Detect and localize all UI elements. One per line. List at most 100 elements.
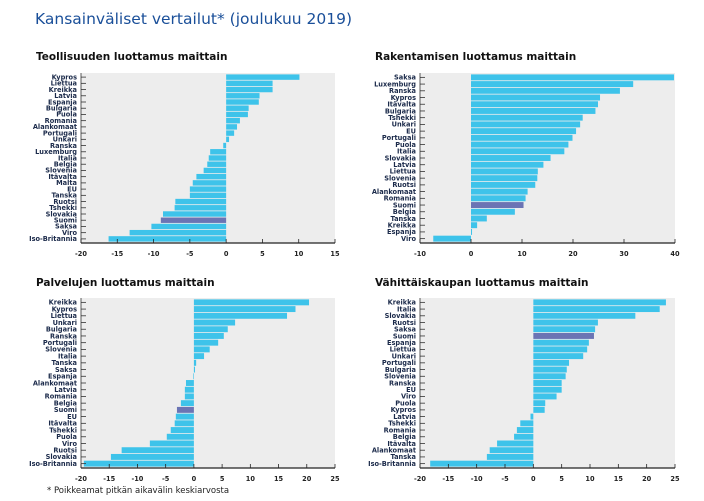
bar-belgia: [180, 400, 194, 407]
bar-puola: [471, 141, 569, 148]
bar-bulgaria: [193, 326, 228, 333]
bar-kypros: [193, 306, 296, 313]
category-label: Kreikka: [49, 299, 77, 307]
bar-romania: [516, 427, 534, 433]
category-label: Luxemburg: [374, 80, 416, 88]
category-label: Puola: [395, 399, 416, 407]
category-label: Itävalta: [387, 440, 416, 448]
x-tick-label: 5: [559, 475, 564, 483]
category-label: Belgia: [54, 399, 77, 407]
x-tick-label: -20: [414, 475, 426, 483]
bar-slovenia: [203, 167, 227, 174]
x-tick-label: -5: [162, 475, 170, 483]
bar-puola: [226, 111, 248, 118]
bar-saksa: [533, 326, 596, 333]
category-label: Kreikka: [49, 86, 77, 94]
bar-espanja: [471, 228, 473, 235]
category-label: Alankomaat: [33, 379, 77, 387]
category-label: Viro: [62, 229, 77, 237]
category-label: Unkari: [392, 352, 416, 360]
x-tick-label: -10: [148, 250, 160, 258]
category-label: Tshekki: [49, 426, 77, 434]
bar-ranska: [193, 333, 224, 339]
bar-eu: [189, 186, 227, 192]
category-label: Italia: [397, 305, 416, 313]
category-label: Romania: [45, 117, 77, 125]
bar-tanska: [193, 359, 197, 366]
bar-kypros: [226, 74, 300, 80]
chart-title: Rakentamisen luottamus maittain: [375, 51, 576, 63]
category-label: Alankomaat: [372, 188, 416, 196]
bar-suomi: [160, 217, 227, 223]
category-label: Puola: [56, 111, 77, 119]
category-label: Alankomaat: [372, 447, 416, 455]
bar-viro: [533, 393, 557, 400]
category-label: Tanska: [51, 359, 77, 367]
bar-portugali: [226, 130, 235, 136]
bar-eu: [175, 413, 194, 420]
bar-eu: [471, 128, 577, 135]
category-label: Slovenia: [384, 373, 416, 381]
category-label: Slovenia: [45, 346, 77, 354]
bar-espanja: [193, 373, 194, 380]
category-label: Viro: [401, 393, 416, 401]
category-label: Slovenia: [45, 167, 77, 175]
category-label: EU: [406, 127, 416, 135]
category-label: Italia: [397, 148, 416, 156]
category-label: Bulgaria: [385, 366, 416, 374]
x-tick-label: 20: [302, 475, 312, 483]
x-tick-label: -15: [442, 475, 454, 483]
category-label: Ranska: [389, 379, 416, 387]
category-label: Ranska: [50, 332, 77, 340]
bar-ruotsi: [175, 198, 227, 205]
category-label: Puola: [56, 433, 77, 441]
bar-tshekki: [471, 114, 583, 121]
bar-alankomaat: [185, 380, 194, 386]
category-label: Iso-Britannia: [368, 460, 416, 468]
bar-kreikka: [533, 299, 666, 306]
bar-espanja: [533, 339, 589, 346]
x-tick-label: -10: [131, 475, 143, 483]
category-label: Ruotsi: [392, 319, 416, 327]
category-label: Kypros: [391, 406, 416, 414]
bar-ruotsi: [121, 447, 194, 454]
bar-liettua: [193, 312, 288, 319]
plot-background: [81, 73, 335, 243]
x-tick-label: 10: [246, 475, 256, 483]
bar-eu: [533, 386, 562, 393]
category-label: Bulgaria: [385, 107, 416, 115]
bar-slovenia: [471, 175, 538, 182]
x-tick-label: -20: [75, 475, 87, 483]
category-label: Viro: [62, 440, 77, 448]
category-label: Bulgaria: [46, 105, 77, 113]
bar-suomi: [471, 202, 524, 208]
category-label: Liettua: [51, 80, 77, 88]
bar-unkari: [533, 353, 584, 360]
category-label: Unkari: [53, 136, 77, 144]
bar-latvia: [530, 413, 534, 420]
bar-kypros: [471, 94, 601, 101]
bar-ranska: [533, 380, 562, 386]
category-label: Saksa: [55, 223, 77, 231]
bar-saksa: [193, 366, 196, 373]
bar-slovakia: [533, 312, 636, 319]
bar-belgia: [207, 161, 227, 167]
bar-slovakia: [163, 211, 227, 217]
bar-malta: [192, 180, 227, 186]
category-label: Belgia: [393, 208, 416, 216]
category-label: Portugali: [43, 339, 77, 347]
bar-viro: [433, 235, 471, 242]
category-label: Saksa: [394, 326, 416, 334]
category-label: Unkari: [53, 319, 77, 327]
bar-ranska: [471, 87, 620, 94]
category-label: Alankomaat: [33, 123, 77, 131]
bar-italia: [471, 148, 565, 155]
category-label: Slovakia: [46, 453, 77, 461]
x-tick-label: -5: [186, 250, 194, 258]
bar-latvia: [471, 161, 544, 168]
category-label: Itävalta: [48, 420, 77, 428]
bar-portugali: [193, 339, 219, 346]
category-label: Tanska: [51, 192, 77, 200]
bar-romania: [184, 393, 194, 400]
bar-suomi: [176, 406, 194, 413]
